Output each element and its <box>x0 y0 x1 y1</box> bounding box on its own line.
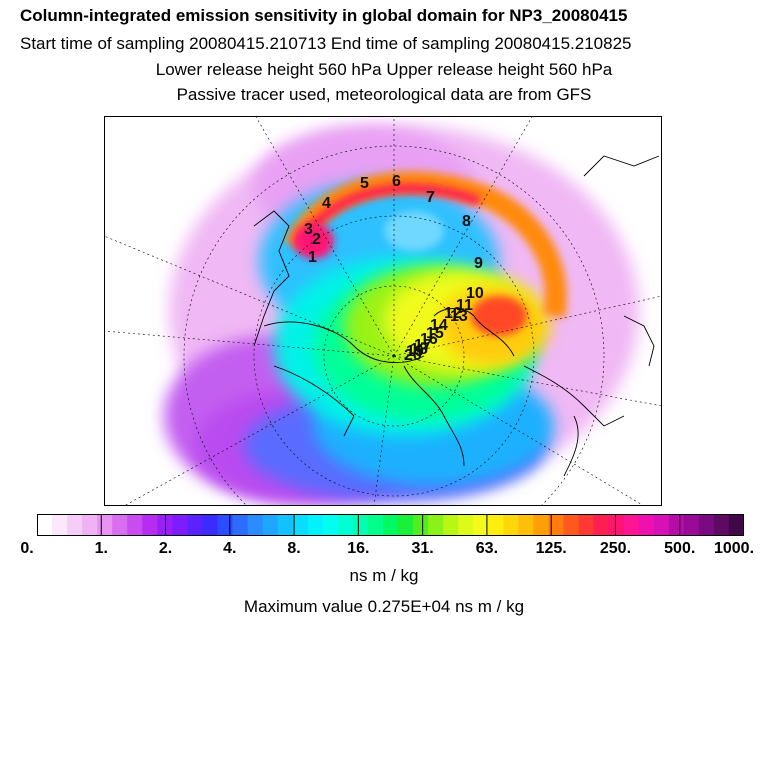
release-height-line: Lower release height 560 hPa Upper relea… <box>155 60 613 79</box>
track-number: 4 <box>322 195 331 212</box>
colorbar-cell <box>503 514 519 536</box>
colorbar-cell <box>172 514 189 536</box>
colorbar-cell <box>578 514 595 536</box>
colorbar-cell <box>292 514 309 536</box>
track-number: 6 <box>392 173 401 190</box>
sampling-time-line: Start time of sampling 20080415.210713 E… <box>20 34 632 53</box>
colorbar-cell <box>608 514 625 536</box>
colorbar-cell <box>413 514 429 536</box>
colorbar-cell <box>623 514 640 536</box>
track-number: 1 <box>308 249 317 266</box>
colorbar-cell <box>653 514 670 536</box>
colorbar-cell <box>428 514 444 536</box>
colorbar-cell <box>638 514 655 536</box>
track-number: 10 <box>466 285 484 302</box>
colorbar-cell <box>67 514 83 536</box>
colorbar-tick-label: 125. <box>535 540 567 557</box>
unit-label: ns m / kg <box>349 566 419 585</box>
colorbar-cell <box>97 514 113 536</box>
colorbar-tick-label: 4. <box>223 540 237 557</box>
colorbar-tick-label: 0. <box>20 540 34 557</box>
colorbar-cell <box>593 514 610 536</box>
colorbar-cell <box>217 514 234 536</box>
colorbar-cell <box>277 514 294 536</box>
colorbar-tick-label: 2. <box>158 540 173 557</box>
colorbar-cell <box>398 514 414 536</box>
colorbar-tick-label: 63. <box>475 540 499 557</box>
colorbar-cell <box>548 514 565 536</box>
colorbar-tick-label: 31. <box>411 540 434 557</box>
colorbar-cell <box>82 514 98 536</box>
colorbar-cell <box>443 514 459 536</box>
colorbar-cell <box>698 514 715 536</box>
colorbar-cell <box>473 514 489 536</box>
colorbar <box>37 514 744 536</box>
colorbar-cell <box>322 514 339 536</box>
colorbar-cell <box>488 514 504 536</box>
track-number: 17 <box>414 337 432 354</box>
colorbar-cell <box>458 514 474 536</box>
colorbar-cell <box>713 514 730 536</box>
colorbar-cell <box>262 514 279 536</box>
emission-sensitivity-map: 1 2 3 4 5 6 7 8 9 10 11 12 13 14 15 16 1… <box>104 116 662 506</box>
track-number: 13 <box>450 308 468 325</box>
track-number: 18 <box>410 341 428 358</box>
maximum-value-label: Maximum value 0.275E+04 ns m / kg <box>243 597 525 616</box>
track-number: 2 <box>312 231 321 248</box>
colorbar-tick-label: 1. <box>94 540 108 557</box>
colorbar-tick-label: 1000. <box>713 540 755 557</box>
colorbar-cell <box>668 514 685 536</box>
map-frame <box>104 116 662 506</box>
colorbar-cell <box>232 514 249 536</box>
track-number: 11 <box>456 297 473 314</box>
track-number: 19 <box>406 343 424 360</box>
track-number: 3 <box>304 221 313 238</box>
colorbar-cell <box>202 514 219 536</box>
colorbar-cell <box>563 514 580 536</box>
colorbar-tick-label: 500. <box>664 540 696 557</box>
colorbar-cell <box>382 514 399 536</box>
colorbar-cell <box>127 514 143 536</box>
colorbar-cell <box>352 514 369 536</box>
track-number: 20 <box>404 347 422 364</box>
colorbar-cell <box>187 514 204 536</box>
track-numbers: 1 2 3 4 5 6 7 8 9 10 11 12 13 14 15 16 1… <box>304 173 484 364</box>
sensitivity-field <box>164 126 639 506</box>
colorbar-cell <box>533 514 550 536</box>
colorbar-cell <box>367 514 384 536</box>
track-number: 5 <box>360 175 369 192</box>
track-number: 12 <box>444 305 462 322</box>
tracer-info-line: Passive tracer used, meteorological data… <box>176 85 592 104</box>
colorbar-cell <box>728 514 744 536</box>
graticule <box>104 116 662 506</box>
track-number: 9 <box>474 255 483 272</box>
track-number: 8 <box>462 213 471 230</box>
colorbar-cell <box>247 514 264 536</box>
colorbar-cell <box>112 514 128 536</box>
plot-title: Column-integrated emission sensitivity i… <box>20 6 628 25</box>
colorbar-cell <box>337 514 354 536</box>
coastlines <box>253 155 660 477</box>
colorbar-cell <box>37 514 53 536</box>
colorbar-tick-label: 8. <box>287 540 301 557</box>
colorbar-cell <box>683 514 700 536</box>
colorbar-cell <box>307 514 324 536</box>
colorbar-tick-label: 250. <box>599 540 632 557</box>
colorbar-cell <box>518 514 534 536</box>
track-number: 15 <box>426 325 444 342</box>
colorbar-cell <box>52 514 68 536</box>
track-number: 16 <box>420 331 438 348</box>
track-number: 7 <box>426 189 435 206</box>
track-number: 14 <box>430 317 448 334</box>
colorbar-cell <box>142 514 158 536</box>
colorbar-tick-label: 16. <box>347 540 370 557</box>
